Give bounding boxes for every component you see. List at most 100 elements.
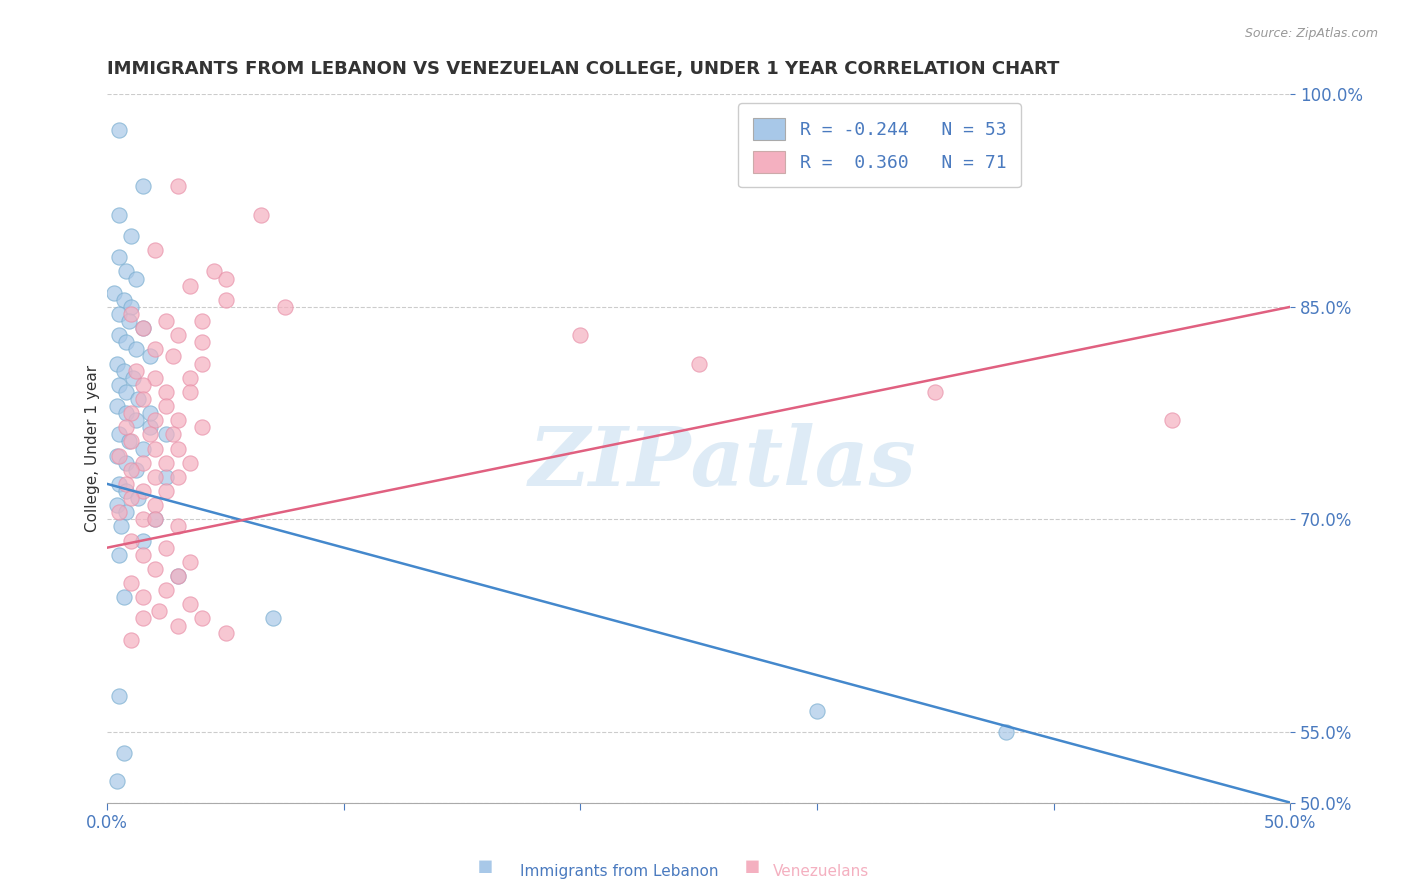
Point <box>143 512 166 526</box>
Point <box>115 406 138 420</box>
Point <box>924 384 946 399</box>
Point <box>132 591 155 605</box>
Legend: R = -0.244   N = 53, R =  0.360   N = 71: R = -0.244 N = 53, R = 0.360 N = 71 <box>738 103 1021 187</box>
Point <box>167 569 190 583</box>
Point <box>115 335 138 350</box>
Point <box>191 314 214 328</box>
Point <box>167 519 190 533</box>
Point <box>179 384 201 399</box>
Point <box>115 477 138 491</box>
Point <box>108 307 131 321</box>
Point <box>155 384 177 399</box>
Point <box>167 470 190 484</box>
Point <box>112 363 135 377</box>
Y-axis label: College, Under 1 year: College, Under 1 year <box>86 365 100 532</box>
Point <box>124 343 146 357</box>
Text: Immigrants from Lebanon: Immigrants from Lebanon <box>520 863 718 879</box>
Point <box>120 533 142 548</box>
Point <box>179 555 201 569</box>
Point <box>806 704 828 718</box>
Point <box>120 632 142 647</box>
Point <box>214 293 236 307</box>
Point <box>155 427 177 442</box>
Point <box>155 314 177 328</box>
Point <box>120 576 142 591</box>
Point <box>191 611 214 625</box>
Point <box>122 370 145 384</box>
Point <box>250 208 273 222</box>
Point <box>115 505 138 519</box>
Point <box>191 420 214 434</box>
Point <box>167 618 190 632</box>
Text: ZIP​atlas: ZIP​atlas <box>529 423 917 503</box>
Point <box>162 350 184 364</box>
Point <box>162 427 184 442</box>
Point <box>143 442 166 456</box>
Point <box>214 625 236 640</box>
Point <box>105 357 128 371</box>
Text: Venezuelans: Venezuelans <box>773 863 869 879</box>
Point <box>103 285 125 300</box>
Point <box>139 427 162 442</box>
Text: ▪: ▪ <box>477 854 494 878</box>
Point <box>132 548 155 562</box>
Point <box>110 519 132 533</box>
Point <box>148 604 170 618</box>
Point <box>112 746 135 760</box>
Point <box>108 548 131 562</box>
Point <box>115 384 138 399</box>
Point <box>143 413 166 427</box>
Point <box>143 498 166 512</box>
Point <box>124 463 146 477</box>
Point <box>167 328 190 343</box>
Point <box>139 420 162 434</box>
Point <box>155 456 177 470</box>
Point <box>179 370 201 384</box>
Point <box>179 597 201 611</box>
Point <box>202 264 225 278</box>
Point <box>139 406 162 420</box>
Point <box>155 541 177 555</box>
Point <box>995 724 1018 739</box>
Point <box>117 434 139 449</box>
Point <box>105 498 128 512</box>
Point <box>120 307 142 321</box>
Point <box>167 413 190 427</box>
Point <box>115 456 138 470</box>
Point <box>273 300 295 314</box>
Point <box>1160 413 1182 427</box>
Point <box>108 250 131 264</box>
Point <box>124 363 146 377</box>
Point <box>120 463 142 477</box>
Point <box>132 533 155 548</box>
Point <box>120 406 142 420</box>
Point <box>108 328 131 343</box>
Point <box>143 562 166 576</box>
Point <box>108 427 131 442</box>
Point <box>108 690 131 704</box>
Point <box>132 442 155 456</box>
Point <box>132 483 155 498</box>
Point <box>155 470 177 484</box>
Point <box>569 328 592 343</box>
Point <box>214 271 236 285</box>
Point <box>105 399 128 413</box>
Point <box>139 350 162 364</box>
Point <box>132 456 155 470</box>
Point <box>108 377 131 392</box>
Point <box>108 123 131 137</box>
Point <box>124 413 146 427</box>
Point <box>108 477 131 491</box>
Point <box>120 491 142 505</box>
Point <box>132 611 155 625</box>
Point <box>191 357 214 371</box>
Point <box>120 300 142 314</box>
Point <box>179 278 201 293</box>
Point <box>105 774 128 789</box>
Point <box>155 583 177 598</box>
Point <box>132 392 155 406</box>
Point <box>112 293 135 307</box>
Point <box>127 491 149 505</box>
Point <box>143 512 166 526</box>
Point <box>108 505 131 519</box>
